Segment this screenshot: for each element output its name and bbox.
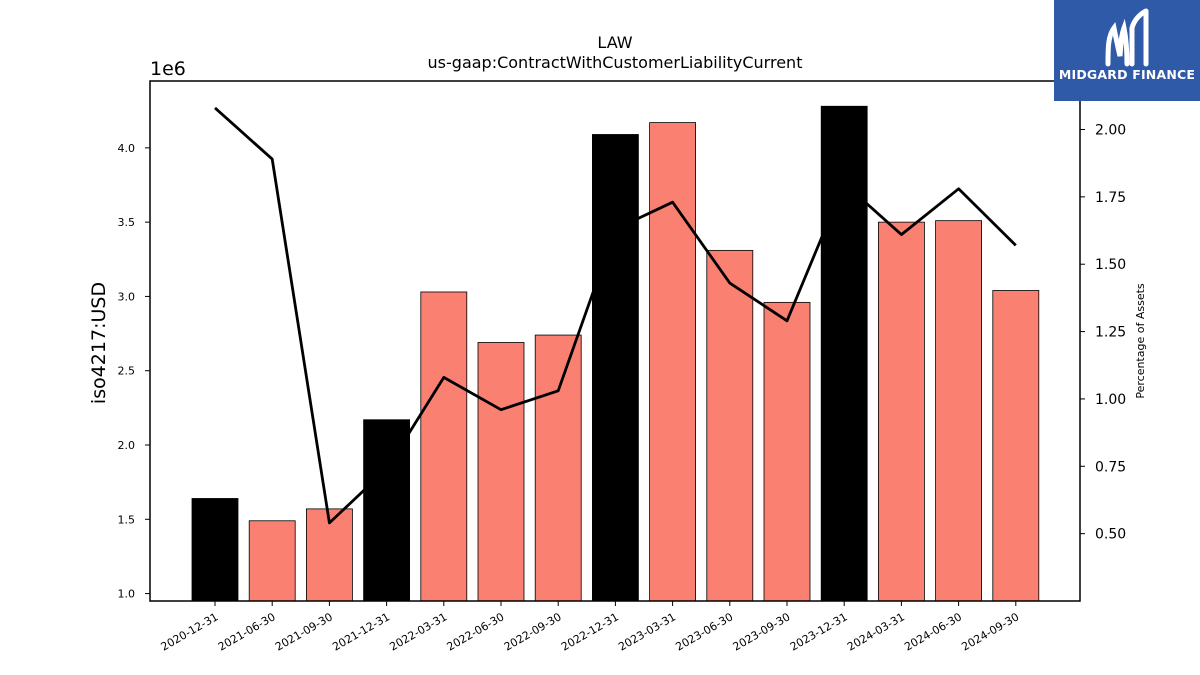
chart-subtitle: us-gaap:ContractWithCustomerLiabilityCur… — [428, 53, 803, 72]
y2-axis-label: Percentage of Assets — [1134, 283, 1147, 399]
bar-2020-12-31 — [191, 498, 239, 602]
bar-2023-09-30 — [763, 301, 811, 602]
y-offset-label: 1e6 — [150, 58, 186, 80]
x-tick-label: 2023-12-31 — [788, 610, 850, 653]
bar-2022-06-30 — [477, 342, 525, 602]
y-tick-label: 3.0 — [118, 290, 136, 303]
x-tick-label: 2023-06-30 — [673, 610, 735, 653]
bar-2022-09-30 — [534, 334, 582, 602]
x-tick-label: 2022-06-30 — [445, 610, 507, 653]
y2-tick-label: 1.75 — [1095, 190, 1126, 206]
y-tick-label: 1.5 — [118, 513, 136, 526]
plot-frame — [149, 80, 1081, 602]
x-tick-label: 2023-09-30 — [731, 610, 793, 653]
y2-tick-label: 2.00 — [1095, 122, 1126, 138]
y-tick-label: 2.5 — [118, 365, 136, 378]
bar-2021-12-31 — [363, 419, 411, 602]
bar-2022-12-31 — [592, 134, 639, 602]
bar-2024-03-31 — [878, 221, 925, 602]
y-tick-label: 4.0 — [118, 142, 136, 155]
bar-2023-03-31 — [649, 122, 696, 602]
logo-text: MIDGARD FINANCE — [1058, 67, 1196, 82]
x-tick-label: 2022-03-31 — [387, 610, 449, 653]
x-tick-label: 2024-09-30 — [959, 610, 1021, 653]
y-tick-label: 3.5 — [118, 216, 136, 229]
x-tick-label: 2021-12-31 — [330, 610, 392, 653]
x-tick-label: 2021-06-30 — [216, 610, 278, 653]
y-tick-label: 1.0 — [118, 588, 136, 601]
y2-tick-label: 1.00 — [1095, 392, 1126, 408]
x-tick-label: 2024-03-31 — [845, 610, 907, 653]
bar-2024-06-30 — [935, 220, 982, 602]
x-tick-label: 2022-12-31 — [559, 610, 621, 653]
x-tick-label: 2022-09-30 — [502, 610, 564, 653]
chart-title: LAW — [597, 33, 632, 52]
y-axis-label: iso4217:USD — [88, 282, 110, 404]
bar-2023-12-31 — [820, 105, 868, 602]
bar-2023-06-30 — [706, 249, 754, 602]
bar-2022-03-31 — [420, 291, 468, 602]
x-tick-label: 2020-12-31 — [159, 610, 221, 653]
x-tick-label: 2023-03-31 — [616, 610, 678, 653]
midgard-finance-logo: MIDGARD FINANCE — [1054, 0, 1200, 101]
midgard-logo-icon — [1105, 8, 1149, 67]
y2-tick-label: 1.25 — [1095, 325, 1126, 341]
y2-tick-label: 0.75 — [1095, 459, 1126, 475]
bar-2021-06-30 — [248, 520, 296, 602]
y2-tick-label: 1.50 — [1095, 257, 1126, 273]
bar-2024-09-30 — [992, 290, 1040, 602]
percentage-line — [214, 106, 1017, 525]
y-tick-label: 2.0 — [118, 439, 136, 452]
y2-tick-label: 0.50 — [1095, 527, 1126, 543]
x-tick-label: 2024-06-30 — [902, 610, 964, 653]
x-tick-label: 2021-09-30 — [273, 610, 335, 653]
